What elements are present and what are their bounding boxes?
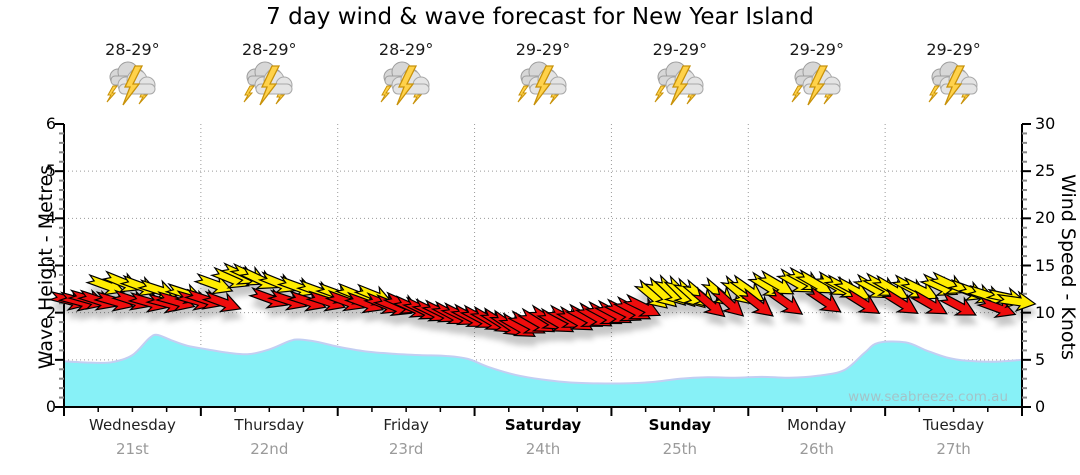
day-date: 23rd	[388, 440, 424, 458]
storm-icon	[243, 61, 293, 106]
day-temperature: 29-29°	[789, 40, 844, 59]
right-tick-label: 15	[1035, 255, 1056, 275]
right-tick-label: 30	[1035, 114, 1056, 133]
wind-arrow-yellow	[995, 290, 1037, 313]
day-name: Sunday	[648, 416, 712, 434]
storm-icon	[106, 61, 157, 106]
wind-arrow-red	[804, 285, 842, 313]
left-tick-label: 5	[45, 161, 56, 181]
left-tick-label: 4	[45, 208, 56, 228]
wind-arrows	[48, 262, 1037, 337]
right-tick-label: 25	[1035, 161, 1056, 181]
day-date: 26th	[799, 440, 834, 458]
wind-arrow-red	[766, 287, 804, 315]
day-date: 27th	[936, 440, 971, 458]
storm-icon	[517, 61, 567, 106]
day-name: Saturday	[504, 416, 582, 434]
day-name: Wednesday	[89, 416, 176, 434]
weather-icon-storm-icon	[926, 60, 982, 112]
day-temperature: 28-29°	[242, 40, 297, 59]
chart-title: 7 day wind & wave forecast for New Year …	[266, 4, 814, 30]
wind-arrow-red	[938, 292, 977, 316]
left-tick-label: 2	[45, 302, 56, 322]
left-tick-label: 0	[45, 397, 56, 416]
left-tick-label: 3	[45, 255, 56, 275]
wind-arrow-red	[881, 288, 919, 314]
weather-icon-storm-icon	[241, 60, 297, 112]
right-tick-label: 20	[1035, 208, 1056, 228]
wind-arrow-red	[710, 285, 745, 317]
wind-arrow-red	[909, 289, 948, 315]
wind-arrow-red	[738, 287, 774, 317]
left-tick-label: 1	[45, 349, 56, 369]
day-date: 21st	[116, 440, 149, 458]
storm-icon	[654, 61, 704, 106]
right-axis-label: Wind Speed - Knots	[1057, 174, 1079, 360]
day-date: 22nd	[250, 440, 289, 458]
right-tick-label: 10	[1035, 302, 1056, 322]
right-tick-label: 5	[1035, 349, 1046, 369]
weather-icon-storm-icon	[652, 60, 708, 112]
wind-arrow-red	[286, 290, 327, 312]
right-tick-label: 0	[1035, 397, 1046, 416]
wind-arrow-red	[842, 288, 881, 314]
wind-arrow-yellow	[756, 269, 795, 295]
day-temperature: 29-29°	[515, 40, 571, 59]
left-tick-label: 6	[45, 114, 56, 133]
watermark: www.seabreeze.com.au	[848, 389, 1008, 405]
weather-icon-storm-icon	[515, 60, 571, 112]
day-temperature: 29-29°	[652, 40, 708, 59]
day-temperature: 28-29°	[105, 40, 160, 59]
day-name: Monday	[787, 416, 847, 434]
wind-arrow-red	[201, 290, 242, 313]
day-temperature: 28-29°	[378, 40, 434, 59]
weather-icon-storm-icon	[378, 60, 434, 112]
day-name: Tuesday	[923, 416, 985, 434]
day-name: Thursday	[234, 416, 305, 434]
wind-arrow-red	[267, 289, 308, 311]
wave-height-line	[63, 333, 1023, 385]
wave-height-area	[64, 334, 1022, 407]
day-date: 25th	[662, 440, 698, 458]
day-temperature: 29-29°	[926, 40, 981, 59]
storm-icon	[380, 61, 430, 106]
storm-icon	[791, 61, 841, 106]
day-name: Friday	[383, 416, 429, 434]
day-date: 24th	[525, 440, 561, 458]
weather-icon-storm-icon	[789, 60, 845, 112]
weather-icon-storm-icon	[104, 60, 160, 112]
wind-arrow-red	[343, 291, 385, 314]
storm-icon	[927, 61, 978, 106]
